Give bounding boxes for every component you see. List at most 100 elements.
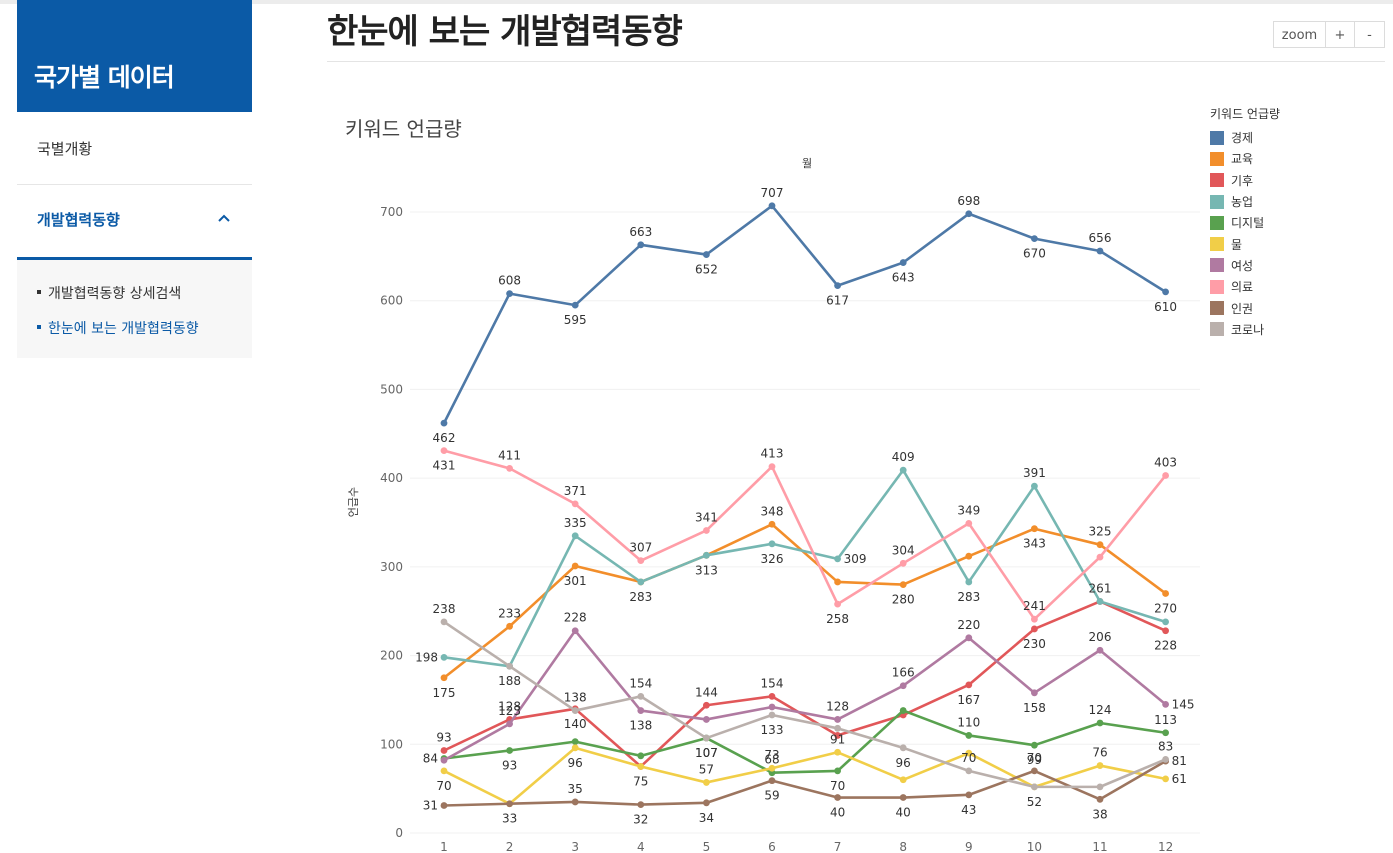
data-point [834, 767, 841, 775]
legend-item[interactable]: 농업 [1210, 191, 1280, 212]
legend-item[interactable]: 디지털 [1210, 212, 1280, 233]
data-label: 81 [1172, 754, 1187, 768]
legend-item[interactable]: 여성 [1210, 255, 1280, 276]
data-label: 133 [761, 723, 784, 737]
data-point [440, 674, 448, 682]
legend-item[interactable]: 경제 [1210, 127, 1280, 148]
data-label: 238 [433, 602, 456, 616]
legend-item[interactable]: 코로나 [1210, 319, 1280, 340]
data-point [1031, 625, 1038, 633]
data-point [440, 447, 448, 455]
data-point [1162, 700, 1169, 708]
data-point [1096, 541, 1104, 549]
legend-item[interactable]: 교육 [1210, 148, 1280, 169]
series-line [443, 449, 1167, 621]
legend-label: 여성 [1231, 258, 1254, 273]
legend-swatch [1210, 173, 1224, 188]
data-point [834, 732, 841, 739]
series-line [443, 629, 1167, 762]
data-point [440, 653, 448, 661]
zoom-label: zoom [1273, 21, 1326, 48]
series-line [443, 600, 1167, 768]
data-point [1096, 762, 1104, 769]
data-label: 283 [629, 590, 652, 604]
series-line [443, 620, 1167, 789]
data-point [899, 744, 907, 752]
y-tick-label: 200 [380, 649, 403, 663]
data-point [1162, 627, 1169, 635]
data-label: 326 [761, 552, 784, 566]
sidebar-item-country-overview[interactable]: 국별개황 [17, 112, 252, 185]
data-point [965, 791, 973, 799]
data-point [1031, 482, 1038, 490]
data-point [571, 744, 579, 752]
sidebar-item-label: 국별개황 [37, 140, 93, 158]
data-point [1162, 755, 1169, 763]
data-label: 33 [502, 812, 517, 826]
zoom-in-button[interactable]: + [1325, 21, 1355, 48]
x-tick-label: 8 [899, 840, 907, 853]
data-label: 343 [1023, 537, 1046, 551]
data-point [703, 734, 710, 742]
data-label: 309 [844, 552, 867, 566]
data-label: 391 [1023, 466, 1046, 480]
data-label: 145 [1172, 697, 1195, 711]
data-label: 61 [1172, 772, 1187, 786]
legend-label: 기후 [1231, 173, 1254, 188]
data-label: 220 [957, 618, 980, 632]
data-point [440, 756, 448, 764]
data-label: 261 [1089, 581, 1112, 595]
data-label: 158 [1023, 701, 1046, 715]
subnav-item-detail-search[interactable]: 개발협력동향 상세검색 [37, 283, 181, 303]
y-tick-label: 700 [380, 205, 403, 219]
data-label: 57 [699, 762, 714, 776]
legend-item[interactable]: 기후 [1210, 170, 1280, 191]
data-label: 595 [564, 313, 587, 327]
data-label: 617 [826, 294, 849, 308]
subnav-item-overview-trends[interactable]: 한눈에 보는 개발협력동향 [37, 318, 199, 338]
data-point [637, 801, 645, 809]
data-point [834, 282, 841, 290]
data-label: 40 [830, 806, 845, 820]
y-tick-label: 0 [395, 826, 403, 840]
series-line [443, 522, 1167, 679]
data-point [768, 692, 776, 700]
data-label: 643 [892, 271, 915, 285]
data-point [1096, 646, 1104, 654]
legend-swatch [1210, 322, 1224, 337]
data-point [834, 716, 841, 723]
data-point [768, 463, 776, 471]
data-label: 228 [564, 611, 587, 625]
data-label: 113 [1154, 713, 1177, 727]
legend-item[interactable]: 물 [1210, 233, 1280, 254]
data-label: 325 [1089, 525, 1112, 539]
legend-swatch [1210, 151, 1224, 166]
data-point [965, 552, 973, 560]
data-label: 175 [433, 686, 456, 700]
data-label: 656 [1089, 231, 1112, 245]
data-point [571, 707, 579, 714]
data-label: 608 [498, 274, 521, 288]
data-label: 230 [1023, 637, 1046, 651]
data-label: 93 [502, 758, 517, 772]
legend-item[interactable]: 의료 [1210, 276, 1280, 297]
x-tick-label: 7 [834, 840, 842, 853]
legend-item[interactable]: 인권 [1210, 297, 1280, 318]
data-point [1096, 553, 1104, 561]
data-label: 462 [433, 431, 456, 445]
data-label: 140 [564, 717, 587, 731]
sidebar-item-label: 개발협력동향 [37, 211, 120, 229]
data-label: 154 [761, 676, 784, 690]
data-point [703, 716, 710, 723]
sidebar-item-dev-cooperation[interactable]: 개발협력동향 [17, 185, 252, 260]
data-label: 38 [1092, 807, 1107, 821]
data-label: 144 [695, 685, 718, 699]
data-label: 40 [896, 806, 911, 820]
data-point [899, 794, 907, 801]
zoom-out-button[interactable]: - [1354, 21, 1385, 48]
data-point [506, 800, 513, 808]
data-label: 107 [695, 746, 718, 760]
data-label: 307 [629, 541, 652, 555]
data-point [1162, 590, 1169, 597]
chevron-up-icon[interactable] [216, 210, 232, 226]
